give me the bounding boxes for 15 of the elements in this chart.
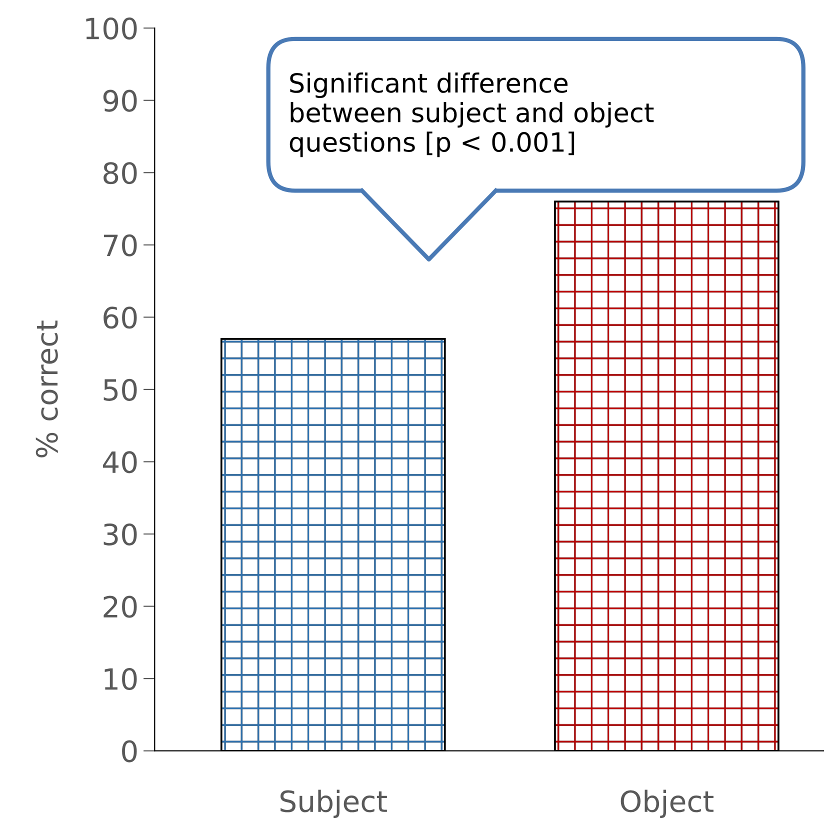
y-tick-label: 0 <box>122 740 137 762</box>
annotation: Significant difference between subject and object questions [p < 0.001] <box>290 72 654 158</box>
y-tick-label: 60 <box>104 306 137 329</box>
y-tick-label: 90 <box>103 90 137 112</box>
y-tick-label: 20 <box>104 596 137 618</box>
y-tick-label: 70 <box>104 234 137 256</box>
x-tick-label: Subject <box>280 790 387 818</box>
x-tick-label: Object <box>620 790 714 818</box>
y-tick-label: 30 <box>104 523 137 546</box>
y-tick-label: 50 <box>104 378 137 401</box>
y-tick-label: 80 <box>104 162 137 184</box>
y-tick-label: 100 <box>86 18 137 40</box>
y-tick-label: 10 <box>104 668 137 690</box>
y-tick-label: 40 <box>103 451 137 474</box>
y-axis-title: % correct <box>36 320 58 458</box>
